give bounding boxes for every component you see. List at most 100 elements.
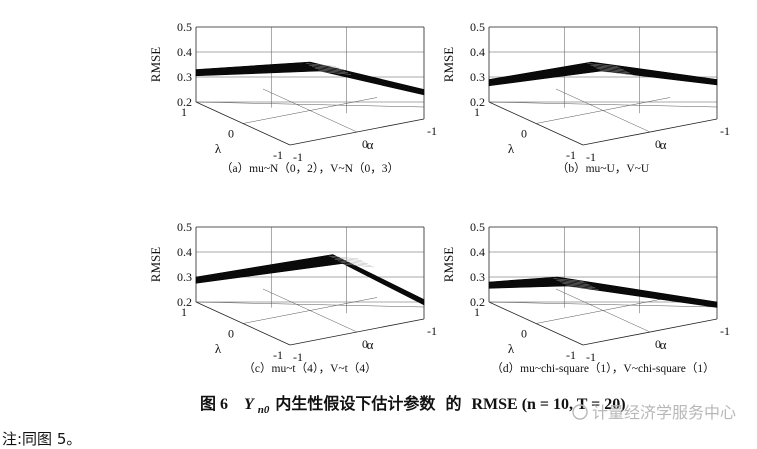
watermark: 计量经济学服务中心 <box>572 403 736 422</box>
x-tick-label: -1 <box>566 148 576 162</box>
y-tick-label: -1 <box>293 350 303 364</box>
z-axis-label: RMSE <box>441 47 456 82</box>
y-tick-label: 0 <box>655 337 661 351</box>
floor-gridline <box>262 288 358 333</box>
x-tick-label: -1 <box>273 148 283 162</box>
panel-caption: （d）mu~chi-square（1），V~chi-square（1） <box>491 362 714 375</box>
z-tick-label: 0.2 <box>470 295 485 309</box>
rmse-surface <box>195 254 425 306</box>
x-tick-label: 1 <box>474 105 480 119</box>
rmse-surface <box>488 61 718 87</box>
rmse-surface <box>195 61 425 96</box>
z-tick-label: 0.4 <box>177 45 192 59</box>
wechat-icon <box>572 404 588 420</box>
y-axis-label: α <box>660 337 667 352</box>
y-tick-label: -1 <box>720 324 730 338</box>
y-tick-label: -1 <box>720 124 730 138</box>
panel-caption: （a）mu~N（0，2），V~N（0，3） <box>221 162 399 175</box>
x-tick-label: 1 <box>181 305 187 319</box>
chart-panel-2: 0.5 0.4 0.3 0.2 RMSE 1 0 -1 λ -1 0 -1 α （b）mu~U，V~U <box>441 20 730 175</box>
chart-panel-3: 0.5 0.4 0.3 0.2 RMSE 1 0 -1 λ -1 0 -1 α （c）mu~t（4），V~… <box>148 220 437 375</box>
mesh-line <box>311 66 343 70</box>
z-tick-label: 0.4 <box>177 245 192 259</box>
panel-caption: （c）mu~t（4），V~t（4） <box>243 362 376 375</box>
x-tick-label: 0 <box>228 127 234 141</box>
mesh-line <box>331 257 362 261</box>
z-tick-label: 0.5 <box>177 20 192 34</box>
x-tick-label: 0 <box>521 327 527 341</box>
mesh-line <box>343 263 374 268</box>
x-tick-label: 1 <box>181 105 187 119</box>
mesh-line <box>562 283 593 287</box>
figure-symbol: Y <box>244 396 255 413</box>
panels: 0.5 0.4 0.3 0.2 RMSE 1 0 -1 λ -1 0 -1 α （a）mu~N（0，2），… <box>148 20 730 375</box>
x-tick-label: -1 <box>566 348 576 362</box>
mesh-line <box>334 259 365 263</box>
y-tick-label: -1 <box>427 324 437 338</box>
y-tick-label: 0 <box>362 337 368 351</box>
z-tick-label: 0.3 <box>177 270 192 284</box>
z-tick-label: 0.5 <box>177 220 192 234</box>
mesh-line <box>590 64 621 69</box>
floor-back-edge <box>488 101 718 108</box>
z-tick-label: 0.2 <box>470 95 485 109</box>
y-tick-label: -1 <box>293 150 303 164</box>
z-tick-label: 0.3 <box>177 70 192 84</box>
mesh-line <box>320 71 352 75</box>
y-tick-label: -1 <box>586 350 596 364</box>
z-axis-label: RMSE <box>148 47 163 82</box>
y-tick-label: 0 <box>655 137 661 151</box>
floor-back-edge <box>488 301 718 308</box>
z-tick-label: 0.2 <box>177 295 192 309</box>
figure-title: 图 6 Y n0 内生性假设下估计参数 的 RMSE (n = 10, T = … <box>200 394 626 417</box>
figure-title-text: 内生性假设下估计参数 <box>275 394 436 413</box>
z-tick-label: 0.2 <box>177 95 192 109</box>
z-tick-label: 0.5 <box>470 220 485 234</box>
x-axis-label: λ <box>508 141 515 156</box>
x-axis-label: λ <box>215 341 222 356</box>
mesh-line <box>596 68 627 72</box>
figure-metric: RMSE <box>471 396 517 413</box>
z-tick-label: 0.4 <box>470 45 485 59</box>
panel-caption: （b）mu~U，V~U <box>557 162 650 175</box>
mesh-line <box>602 71 633 75</box>
x-tick-label: 1 <box>474 305 480 319</box>
footnote: 注:同图 5。 <box>2 430 81 448</box>
mesh-line <box>559 281 590 285</box>
x-tick-label: -1 <box>273 348 283 362</box>
z-tick-label: 0.3 <box>470 70 485 84</box>
floor-gridline <box>262 88 358 133</box>
y-axis-label: α <box>367 337 374 352</box>
mesh-line <box>337 260 368 264</box>
floor-gridline <box>555 288 651 333</box>
mesh-line <box>565 284 596 289</box>
mesh-line <box>568 286 599 290</box>
mesh-line <box>556 279 587 284</box>
mesh-line <box>553 278 584 282</box>
mesh-line <box>340 262 371 266</box>
y-tick-label: 0 <box>362 137 368 151</box>
z-tick-label: 0.4 <box>470 245 485 259</box>
axes <box>488 226 718 346</box>
mesh-line <box>314 68 346 72</box>
y-axis-label: α <box>660 137 667 152</box>
y-tick-label: -1 <box>427 124 437 138</box>
figure-of: 的 <box>445 394 461 413</box>
figure-subscript: n0 <box>258 404 270 416</box>
x-axis-label: λ <box>215 141 222 156</box>
floor-back-edge <box>195 301 425 308</box>
y-tick-label: -1 <box>586 150 596 164</box>
axes <box>195 26 425 146</box>
figure-number: 图 6 <box>200 395 228 413</box>
chart-panel-4: 0.5 0.4 0.3 0.2 RMSE 1 0 -1 λ -1 0 -1 α （d）mu~chi-squ… <box>441 220 730 375</box>
x-tick-label: 0 <box>228 327 234 341</box>
chart-panel-1: 0.5 0.4 0.3 0.2 RMSE 1 0 -1 λ -1 0 -1 α （a）mu~N（0，2），… <box>148 20 437 175</box>
mesh-line <box>599 69 630 74</box>
y-axis-label: α <box>367 137 374 152</box>
mesh-line <box>593 66 624 70</box>
mesh-line <box>305 63 337 67</box>
figure-params: (n = 10, T = 20) <box>522 396 626 413</box>
z-axis-label: RMSE <box>148 247 163 282</box>
x-tick-label: 0 <box>521 127 527 141</box>
